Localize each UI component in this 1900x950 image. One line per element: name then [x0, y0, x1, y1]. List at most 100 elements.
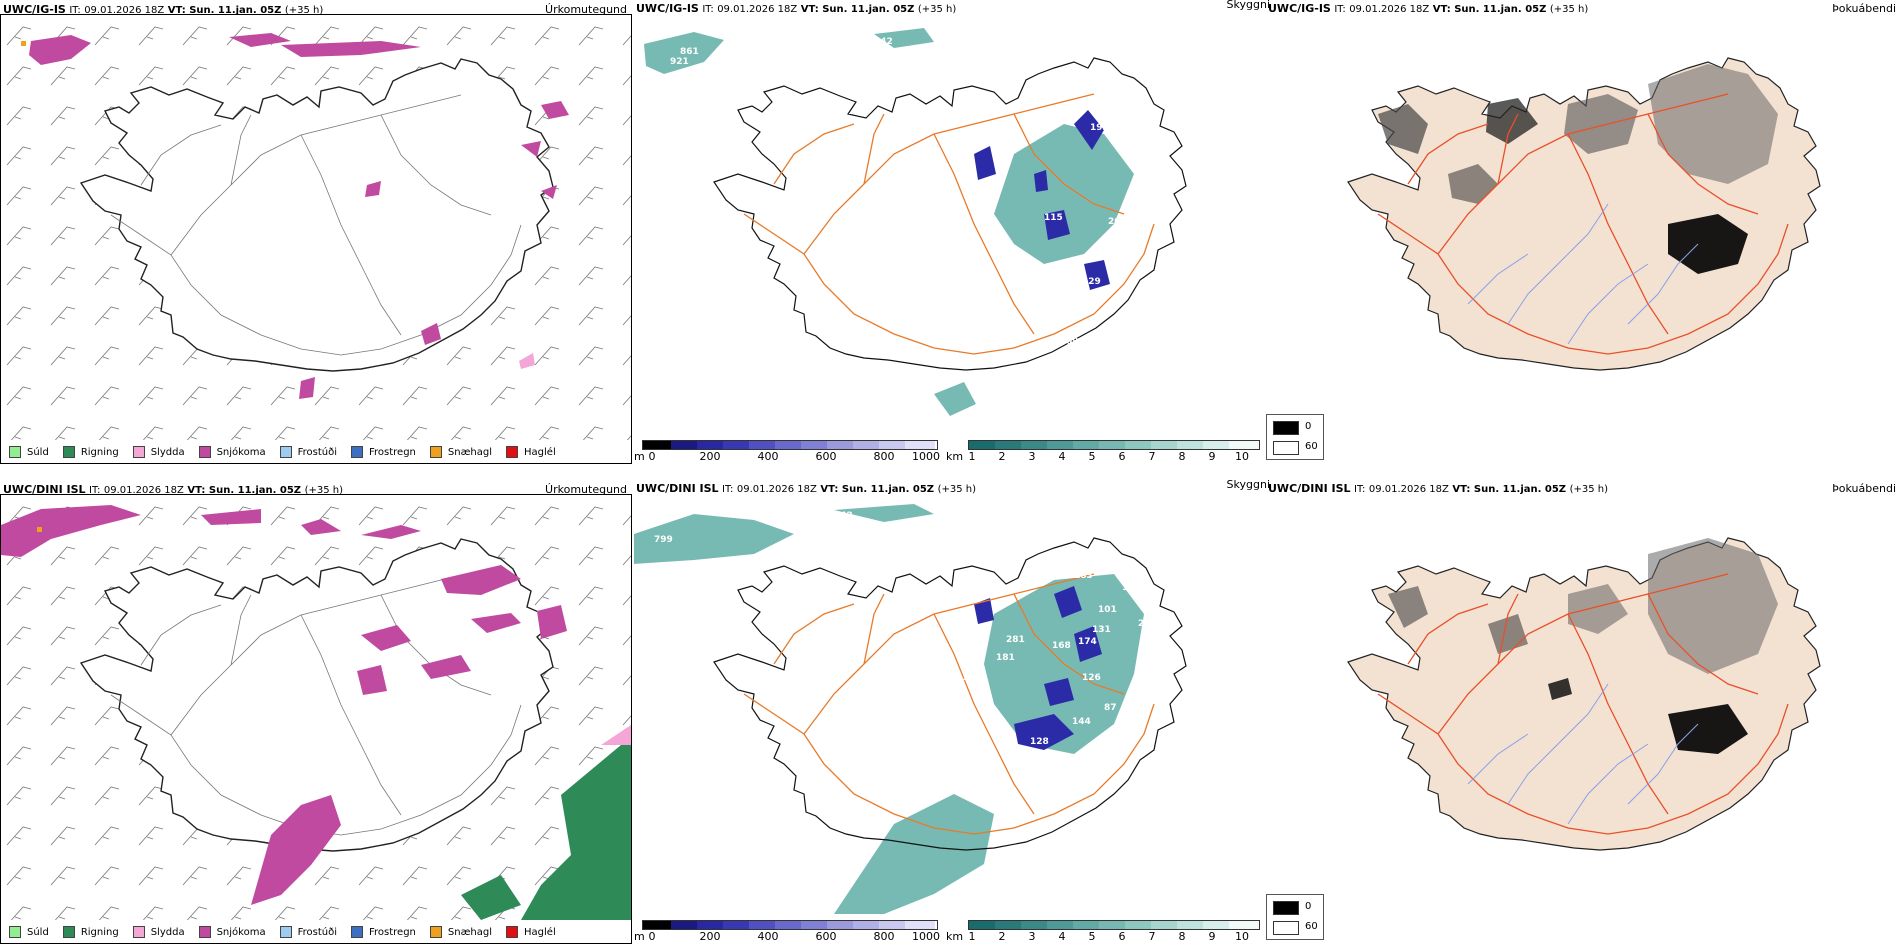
precip-type-legend: Súld Rigning Slydda Snjókoma Frostúði Fr… — [1, 921, 631, 943]
label-861: 861 — [680, 47, 699, 57]
label-131: 131 — [1092, 625, 1111, 635]
legend-label: Snjókoma — [216, 926, 266, 938]
init-time: 09.01.2026 18Z — [1368, 484, 1449, 495]
fog-legend-label: 60 — [1305, 441, 1318, 452]
label-942: 942 — [874, 37, 893, 47]
legend-item-suld: Súld — [9, 926, 49, 938]
precip-type-panel: UWC/DINI ISL IT: 09.01.2026 18Z VT: Sun.… — [0, 483, 632, 944]
snaehagl-swatch — [429, 926, 442, 938]
visibility-colorbar: km 1 2 3 4 5 6 7 8 9 10 — [946, 440, 1264, 466]
it-label: IT: — [1354, 484, 1366, 495]
suld-swatch — [9, 926, 21, 938]
panel-header: UWC/IG-IS IT: 09.01.2026 18Z VT: Sun. 11… — [1268, 2, 1588, 15]
model-name: UWC/DINI ISL — [636, 482, 719, 495]
precip-type-legend: Súld Rigning Slydda Snjókoma Frostúði Fr… — [1, 441, 631, 463]
fog-legend: 0 60 — [1266, 894, 1324, 940]
suld-swatch — [9, 446, 21, 458]
forecast-row-ig-is: UWC/IG-IS IT: 09.01.2026 18Z VT: Sun. 11… — [0, 0, 1900, 470]
label-204: 204 — [1108, 217, 1127, 227]
tick: 0 — [648, 930, 656, 943]
cloudbase-ticks: 0 200 400 600 800 1000 — [634, 450, 944, 464]
tick: 600 — [815, 930, 837, 943]
label-128: 128 — [1030, 737, 1049, 747]
haglel-swatch — [506, 926, 519, 938]
label-211: 211 — [1082, 103, 1101, 113]
legend-label: Snæhagl — [447, 446, 493, 458]
snow-areas — [29, 33, 569, 399]
legend-item-rigning: Rigning — [62, 926, 119, 938]
label-113: 113 — [950, 673, 969, 683]
tick: 7 — [1148, 450, 1156, 463]
label-168: 168 — [1052, 641, 1071, 651]
model-name: UWC/IG-IS — [636, 2, 699, 15]
panel-header: UWC/DINI ISL IT: 09.01.2026 18Z VT: Sun.… — [3, 483, 343, 496]
init-time: 09.01.2026 18Z — [717, 4, 798, 15]
label-208: 208 — [1048, 277, 1067, 287]
low-visibility-areas — [634, 504, 1144, 914]
tick: 9 — [1208, 450, 1216, 463]
init-time: 09.01.2026 18Z — [84, 5, 165, 16]
tick: 1 — [968, 930, 976, 943]
snjokoma-swatch — [198, 446, 211, 458]
legend-item-frostregn: Frostregn — [351, 926, 416, 938]
visibility-unit: km — [946, 450, 964, 463]
tick: 3 — [1028, 930, 1036, 943]
lead-time: (+35 h) — [304, 485, 343, 496]
slydda-swatch — [132, 446, 145, 458]
snaehagl-swatch — [429, 446, 442, 458]
frostudi-swatch — [279, 446, 292, 458]
legend-label: Haglél — [524, 446, 556, 458]
fog-legend-label: 0 — [1305, 901, 1312, 912]
tick: 6 — [1118, 450, 1126, 463]
legend-label: Súld — [27, 446, 49, 458]
visibility-panel: UWC/DINI ISL IT: 09.01.2026 18Z VT: Sun.… — [634, 478, 1270, 944]
fog-low-swatch — [1273, 441, 1299, 455]
tick: 0 — [648, 450, 656, 463]
legend-item-snjokoma: Snjókoma — [198, 926, 266, 938]
legend-item-rigning: Rigning — [62, 446, 119, 458]
it-label: IT: — [1334, 4, 1346, 15]
legend-item-frostregn: Frostregn — [351, 446, 416, 458]
label-129: 129 — [1082, 277, 1101, 287]
tick: 2 — [998, 930, 1006, 943]
forecast-row-dini-isl: UWC/DINI ISL IT: 09.01.2026 18Z VT: Sun.… — [0, 478, 1900, 950]
tick: 10 — [1235, 450, 1249, 463]
fog-index-map — [1347, 537, 1821, 851]
low-cloud-areas — [974, 110, 1110, 290]
fog-shading — [1388, 538, 1778, 754]
panel-title: Þokuábendi — [1832, 2, 1896, 15]
label-921: 921 — [670, 57, 689, 67]
it-label: IT: — [702, 4, 714, 15]
legend-item-snaehagl: Snæhagl — [429, 926, 492, 938]
visibility-unit: km — [946, 930, 964, 943]
legend-label: Frostregn — [369, 926, 416, 938]
frostregn-swatch — [351, 926, 363, 938]
tick: 8 — [1178, 930, 1186, 943]
cloudbase-unit: m — [634, 930, 645, 943]
legend-label: Haglél — [524, 926, 556, 938]
label-183: 183 — [1074, 571, 1093, 581]
panel-header: UWC/DINI ISL IT: 09.01.2026 18Z VT: Sun.… — [636, 482, 976, 495]
tick: 1000 — [912, 450, 940, 463]
panel-title: Úrkomutegund — [545, 483, 627, 496]
tick: 6 — [1118, 930, 1126, 943]
fog-index-panel: UWC/DINI ISL IT: 09.01.2026 18Z VT: Sun.… — [1266, 482, 1900, 944]
fog-shading — [1378, 64, 1778, 274]
legend-item-haglel: Haglél — [506, 446, 556, 458]
label-154: 154 — [1122, 583, 1141, 593]
visibility-ticks: 1 2 3 4 5 6 7 8 9 10 — [946, 450, 1264, 464]
cloud-base-labels: 799 942 183 190 154 101 281 181 168 174 … — [654, 511, 1157, 747]
legend-item-frostudi: Frostúði — [279, 446, 337, 458]
label-144: 144 — [1072, 717, 1091, 727]
label-69: 69 — [1066, 337, 1079, 347]
fog-legend: 0 60 — [1266, 414, 1324, 460]
label-126: 126 — [1082, 673, 1101, 683]
tick: 1 — [968, 450, 976, 463]
tick: 800 — [873, 450, 895, 463]
label-942: 942 — [834, 511, 853, 521]
slydda-swatch — [132, 926, 145, 938]
label-101: 101 — [1098, 605, 1117, 615]
legend-item-slydda: Slydda — [132, 446, 185, 458]
low-cloud-areas — [974, 586, 1102, 750]
fog-index-map — [1347, 57, 1821, 371]
